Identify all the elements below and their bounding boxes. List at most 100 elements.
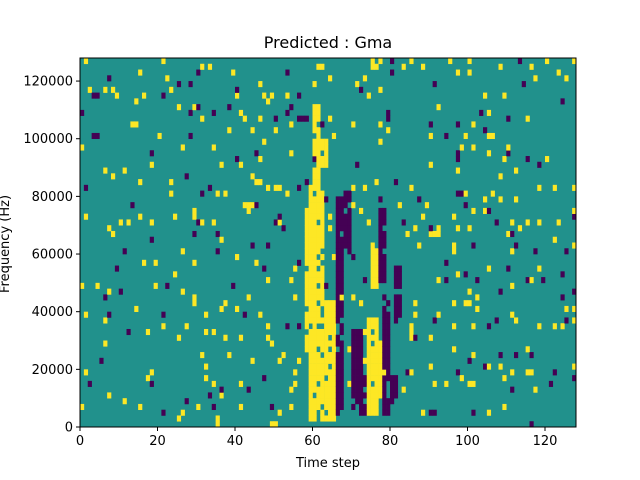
heatmap-cell [393,179,399,186]
heatmap-cell [339,225,344,232]
heatmap-cell [262,92,267,99]
heatmap-cell [471,352,476,359]
heatmap-cell [378,219,383,226]
heatmap-cell [424,202,430,209]
heatmap-cell [138,69,143,76]
heatmap-cell [444,380,449,387]
heatmap-cell [331,363,337,370]
heatmap-cell [486,132,492,140]
heatmap-cell [196,69,201,76]
heatmap-cell [382,403,387,411]
heatmap-cell [498,288,503,295]
heatmap-cell [374,248,379,255]
heatmap-cell [235,92,240,99]
heatmap-cell [490,190,495,197]
heatmap-cell [312,225,317,232]
heatmap-cell [359,207,364,214]
heatmap-cell [351,369,356,376]
heatmap-cell [366,403,371,411]
heatmap-cell [436,311,441,318]
heatmap-cell [266,242,271,249]
heatmap-cell [390,392,395,399]
heatmap-cell [335,196,340,203]
heatmap-cell [463,300,468,307]
heatmap-cell [316,202,321,209]
heatmap-cell [347,242,352,249]
heatmap-cell [413,225,418,232]
heatmap-cell [351,184,356,191]
heatmap-cell [122,398,127,405]
heatmap-cell [475,305,480,312]
heatmap-cell [506,230,511,238]
heatmap-cell [335,317,340,324]
heatmap-cell [316,328,321,336]
heatmap-cell [273,184,278,191]
heatmap-cell [475,277,480,284]
heatmap-cell [393,317,399,324]
heatmap-cell [312,386,317,393]
heatmap-cell [258,311,263,318]
heatmap-cell [463,190,468,197]
heatmap-cell [250,357,255,364]
heatmap-cell [401,219,406,226]
heatmap-cell [273,421,278,428]
heatmap-cell [510,282,515,289]
heatmap-cell [359,409,364,416]
heatmap-cell [374,317,379,324]
heatmap-cell [204,363,209,370]
heatmap-cell [231,282,236,289]
heatmap-cell [316,132,321,140]
heatmap-cell [393,375,399,382]
heatmap-cell [308,352,313,359]
heatmap-cell [339,202,344,209]
heatmap-cell [324,317,329,324]
heatmap-cell [366,92,371,99]
heatmap-cell [328,75,333,82]
heatmap-cell [308,236,313,243]
heatmap-cell [312,109,317,116]
heatmap-cell [347,207,352,214]
heatmap-cell [382,340,387,347]
heatmap-cell [362,380,368,387]
heatmap-cell [386,109,391,116]
heatmap-cell [308,219,313,226]
heatmap-cell [308,415,313,422]
plot-frame [79,57,577,428]
heatmap-cell [328,317,333,324]
heatmap-cell [374,403,379,411]
heatmap-cell [335,300,340,307]
heatmap-cell [335,409,340,416]
heatmap-cell [339,196,344,203]
heatmap-cell [436,230,441,238]
heatmap-cell [192,213,197,220]
heatmap-cell [316,363,321,370]
heatmap-cell [157,132,162,140]
heatmap-cell [149,369,154,376]
heatmap-cell [188,81,193,88]
heatmap-cell [459,375,464,382]
heatmap-cell [351,340,356,347]
heatmap-cell [134,121,139,128]
heatmap-cell [355,334,360,341]
heatmap-cell [130,121,135,128]
heatmap-cell [362,375,368,382]
heatmap-cell [444,132,449,140]
heatmap-cell [293,369,298,376]
heatmap-cell [572,213,577,220]
heatmap-cell [335,392,340,399]
heatmap-cell [316,317,321,324]
heatmap-cell [386,323,391,330]
heatmap-cell [231,69,236,76]
heatmap-cell [428,132,433,140]
heatmap-cell [316,179,321,186]
heatmap-cell [312,357,317,364]
heatmap-cell [320,375,325,382]
heatmap-cell [355,386,360,393]
heatmap-cell [312,144,317,151]
heatmap-cell [308,346,313,353]
heatmap-cell [169,86,174,93]
heatmap-cell [386,127,391,134]
heatmap-cell [324,386,329,393]
heatmap-cell [378,121,383,128]
heatmap-cell [316,63,321,70]
